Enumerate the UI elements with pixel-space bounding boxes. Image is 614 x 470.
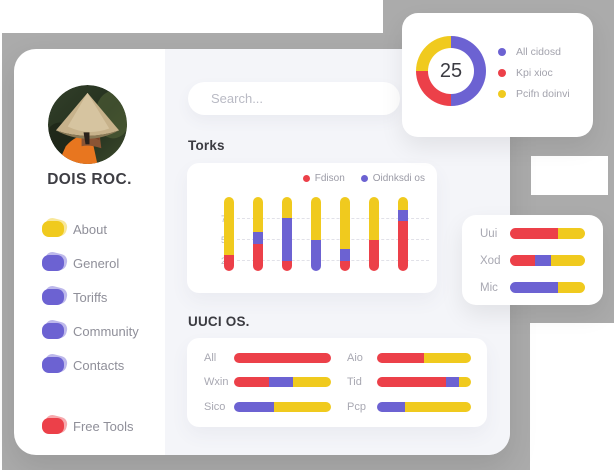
avatar <box>48 85 127 164</box>
legend-label: All cidosd <box>516 46 561 58</box>
legend-item-oidnksdi: Oidnksdi os <box>360 173 425 184</box>
gridline <box>237 260 429 261</box>
sidebar-item-community[interactable]: Community <box>42 318 139 343</box>
torks-section-title: Torks <box>188 138 225 153</box>
side-bar-xod <box>510 255 585 266</box>
torks-bar <box>398 197 408 271</box>
torks-chart-card: Fdison Oidnksdi os 75 50 25 <box>187 163 437 293</box>
gridline <box>237 239 429 240</box>
sidebar-item-toriffs[interactable]: Toriffs <box>42 284 139 309</box>
uuci-bar-all <box>234 353 331 364</box>
legend-label: Pcifn doinvi <box>516 88 570 100</box>
uuci-bar-aio <box>377 353 471 364</box>
pcifn-doinvi-dot-icon <box>498 90 506 98</box>
side-bar-mic <box>510 282 585 293</box>
uuci-chart-card: All Aio Wxin Tid Sico Pcp <box>187 338 487 427</box>
sidebar-item-label: About <box>73 221 107 237</box>
legend-item-all-cidosd: All cidosd <box>498 44 570 60</box>
uuci-bar-tid <box>377 377 471 388</box>
legend-item-pcifn-doinvi: Pcifn doinvi <box>498 86 570 102</box>
uuci-row-label: Aio <box>347 352 363 365</box>
sidebar-item-label: Contacts <box>73 357 125 373</box>
search-input[interactable] <box>188 82 400 115</box>
torks-bar <box>311 197 321 271</box>
all-cidosd-dot-icon <box>498 48 506 56</box>
sidebar-item-label: Generol <box>73 255 120 271</box>
community-icon <box>42 318 69 340</box>
background-notch <box>531 156 608 195</box>
generol-icon <box>42 250 69 272</box>
oidnksdi-dot-icon <box>360 175 368 182</box>
free-tools-icon <box>42 413 69 435</box>
uuci-bar-pcp <box>377 401 471 412</box>
sidebar-item-label: Toriffs <box>73 289 108 305</box>
uuci-row-label: Pcp <box>347 400 366 413</box>
torks-legend: Fdison Oidnksdi os <box>302 173 425 184</box>
uuci-row-label: Sico <box>204 400 226 413</box>
dashboard-card: DOIS ROC. About Generol Toriffs Communit… <box>14 49 510 455</box>
sidebar-item-free-tools[interactable]: Free Tools <box>42 413 134 438</box>
sidebar-item-about[interactable]: About <box>42 216 139 241</box>
sidebar-menu: About Generol Toriffs Community Contacts <box>42 216 139 377</box>
legend-item-fdison: Fdison <box>302 173 345 184</box>
kpi-xioc-dot-icon <box>498 69 506 77</box>
side-mini-card: Uui Xod Mic <box>462 215 603 305</box>
profile-name: DOIS ROC. <box>47 171 132 188</box>
uuci-bar-sico <box>234 401 331 412</box>
donut-center-value: 25 <box>428 48 474 94</box>
side-row-label: Mic <box>480 281 498 294</box>
torks-bar <box>340 197 350 271</box>
sidebar-item-generol[interactable]: Generol <box>42 250 139 275</box>
torks-bar <box>282 197 292 271</box>
legend-label: Kpi xioc <box>516 67 553 79</box>
gridline <box>237 218 429 219</box>
side-row-label: Xod <box>480 254 501 267</box>
side-bar-uui <box>510 228 585 239</box>
legend-label: Fdison <box>314 173 345 184</box>
sidebar-item-contacts[interactable]: Contacts <box>42 352 139 377</box>
donut-stat-card: 25 All cidosd Kpi xioc Pcifn doinvi <box>402 13 593 137</box>
torks-bar <box>253 197 263 271</box>
donut-chart: 25 <box>416 36 486 106</box>
uuci-section-title: UUCI OS. <box>188 314 250 329</box>
avatar-photo <box>48 85 127 164</box>
contacts-icon <box>42 352 69 374</box>
torks-bar <box>224 197 234 271</box>
legend-item-kpi-xioc: Kpi xioc <box>498 65 570 81</box>
uuci-row-label: Tid <box>347 376 362 389</box>
fdison-dot-icon <box>302 175 310 182</box>
uuci-bar-wxin <box>234 377 331 388</box>
uuci-row-label: Wxin <box>204 376 229 389</box>
about-icon <box>42 216 69 238</box>
toriffs-icon <box>42 284 69 306</box>
donut-legend: All cidosd Kpi xioc Pcifn doinvi <box>498 44 570 102</box>
uuci-row-label: All <box>204 352 217 365</box>
sidebar-item-label: Free Tools <box>73 418 134 434</box>
sidebar-item-label: Community <box>73 323 139 339</box>
legend-label: Oidnksdi os <box>372 173 425 184</box>
torks-bar <box>369 197 379 271</box>
side-row-label: Uui <box>480 227 498 240</box>
sidebar: DOIS ROC. About Generol Toriffs Communit… <box>14 49 165 455</box>
